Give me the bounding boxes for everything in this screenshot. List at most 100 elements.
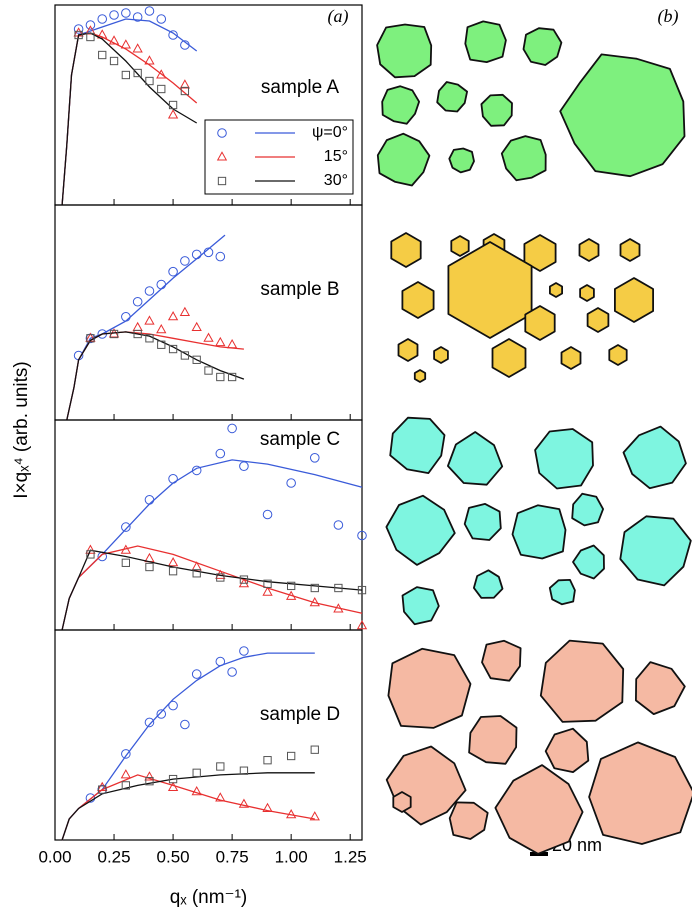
data-point	[97, 781, 108, 792]
data-point	[334, 583, 343, 593]
grain	[491, 338, 527, 378]
sample-label: sample D	[260, 704, 340, 725]
data-point	[191, 249, 202, 260]
data-point	[238, 798, 250, 808]
x-tick-label: 0.75	[216, 847, 249, 866]
data-point	[156, 709, 167, 719]
data-point	[133, 329, 142, 339]
data-point	[216, 372, 225, 382]
grain	[539, 639, 625, 723]
legend-marker	[216, 151, 228, 161]
legend-label: 30°	[324, 172, 348, 189]
data-point	[144, 55, 155, 65]
data-point	[357, 585, 367, 595]
panel-label: (a)	[328, 6, 349, 27]
data-point	[157, 84, 166, 94]
data-point	[85, 544, 96, 554]
x-axis-label: qₓ (nm⁻¹)	[170, 887, 247, 908]
grain	[523, 234, 557, 272]
data-point	[121, 749, 131, 759]
data-point	[167, 781, 179, 792]
data-point	[109, 56, 119, 66]
grain	[390, 232, 422, 268]
fit-line	[66, 234, 226, 421]
data-point	[157, 340, 166, 349]
grain	[387, 647, 472, 729]
data-point	[239, 646, 249, 656]
sample-label: sample B	[260, 279, 339, 300]
data-point	[192, 569, 201, 578]
grain	[500, 135, 547, 182]
grain	[401, 586, 440, 626]
data-point	[309, 811, 320, 821]
data-point	[156, 323, 167, 334]
data-point	[216, 573, 225, 582]
grain	[524, 305, 556, 341]
plot-frame	[54, 419, 363, 631]
legend-marker	[217, 176, 227, 186]
fit-line	[61, 774, 315, 841]
data-point	[144, 495, 155, 505]
data-point	[192, 355, 201, 364]
fit-line	[61, 545, 363, 631]
data-point	[145, 76, 154, 86]
data-point	[168, 774, 178, 784]
data-point	[121, 522, 131, 532]
data-point	[168, 700, 178, 711]
grain	[392, 791, 412, 813]
data-point	[86, 550, 95, 559]
data-point	[108, 35, 120, 45]
data-point	[156, 279, 167, 290]
plot-frame	[54, 204, 363, 421]
data-point	[215, 792, 226, 802]
grain	[472, 569, 504, 599]
data-point	[144, 6, 155, 16]
data-point	[97, 29, 108, 39]
grain	[381, 85, 421, 125]
data-point	[145, 334, 154, 343]
data-point	[180, 256, 190, 266]
legend-marker	[217, 128, 227, 138]
data-point	[121, 70, 131, 80]
data-point	[262, 802, 273, 813]
data-point	[333, 520, 344, 530]
data-point	[132, 43, 143, 53]
grain	[389, 416, 446, 475]
data-point	[133, 68, 142, 78]
grain	[571, 492, 604, 527]
data-point	[167, 557, 179, 567]
grain	[560, 346, 582, 370]
x-tick-label: 1.25	[334, 847, 367, 866]
data-point	[215, 448, 226, 459]
data-point	[310, 583, 319, 593]
data-point	[227, 423, 237, 434]
data-point	[85, 20, 96, 30]
data-point	[310, 745, 319, 754]
data-point	[227, 372, 237, 382]
grain	[448, 801, 489, 840]
y-axis-label: I×qₓ⁴ (arb. units)	[11, 361, 32, 498]
data-point	[144, 771, 155, 781]
data-point	[192, 768, 201, 777]
data-point	[86, 334, 95, 343]
data-point	[168, 474, 178, 484]
data-point	[239, 461, 249, 472]
grain	[559, 53, 686, 178]
sample-label: sample C	[260, 429, 340, 450]
grain	[494, 764, 584, 855]
data-point	[263, 756, 272, 765]
data-point	[180, 40, 190, 50]
data-point	[215, 336, 226, 347]
data-point	[239, 766, 249, 775]
grain	[578, 238, 600, 262]
grain	[534, 428, 594, 490]
fit-line	[66, 331, 245, 421]
grain	[522, 27, 563, 66]
fit-line	[61, 459, 363, 631]
grain	[614, 277, 654, 323]
data-point	[144, 315, 155, 325]
grain	[385, 494, 456, 566]
grain	[480, 93, 513, 127]
grain	[464, 20, 507, 63]
data-point	[239, 575, 249, 584]
